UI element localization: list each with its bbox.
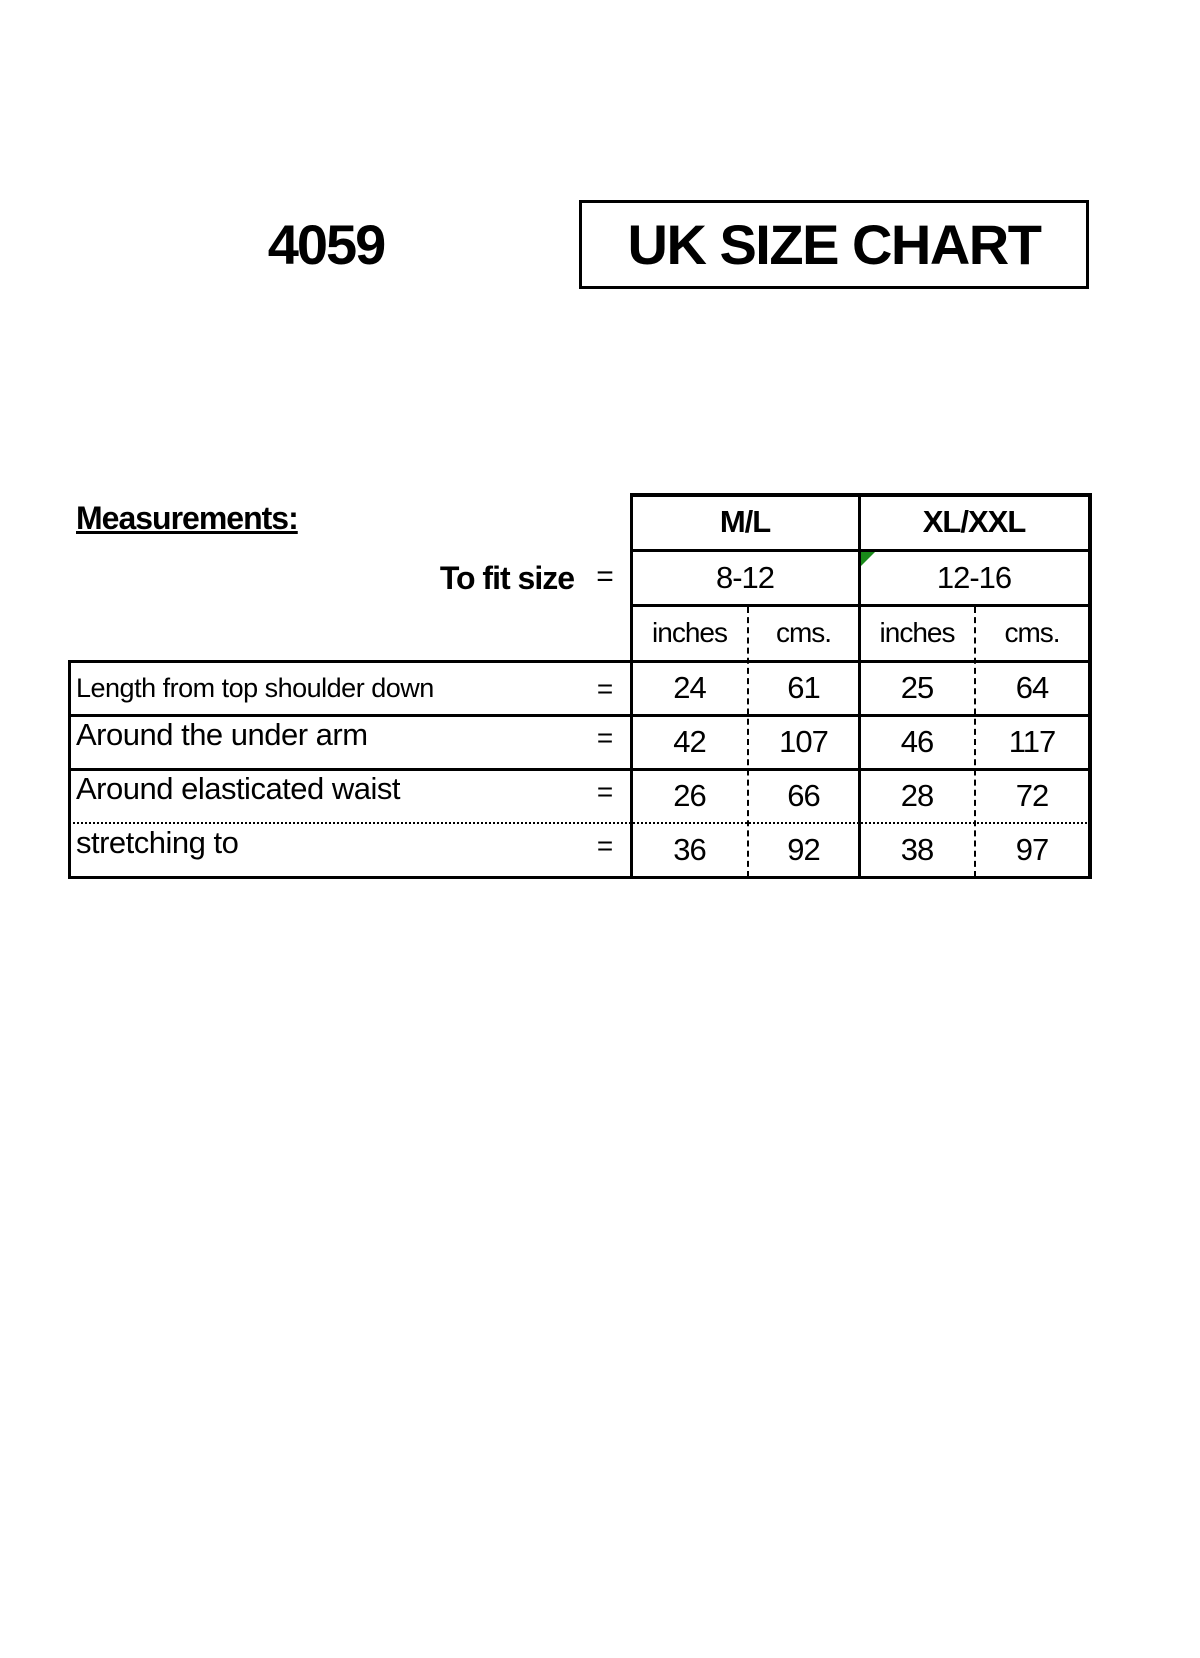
unit-inches-ml: inches [652,617,728,648]
row-label: Around elasticated waist [76,771,401,806]
fit-size-label: To fit size [439,560,575,596]
divider [68,822,1091,824]
cell: 72 [1015,778,1049,813]
divider [68,876,1091,879]
cell: 64 [1015,670,1049,705]
cell: 97 [1015,832,1049,867]
row-equals: = [596,673,614,704]
row-equals: = [596,830,614,861]
divider [1088,493,1092,879]
row-label: stretching to [76,825,239,860]
cell: 46 [900,724,934,759]
cell: 107 [779,724,829,759]
cell: 24 [673,670,706,705]
divider [630,493,633,879]
divider [68,768,1091,771]
size-header-ml: M/L [719,504,771,539]
row-label: Length from top shoulder down [76,672,434,703]
row-equals: = [596,776,614,807]
fit-equals: = [596,560,614,593]
divider [68,660,1091,663]
title-box: UK SIZE CHART [579,200,1089,289]
cell: 38 [900,832,934,867]
fit-value-xlxxl: 12-16 [936,559,1012,595]
product-code: 4059 [267,213,387,276]
cell: 61 [787,670,820,705]
size-header-xlxxl: XL/XXL [922,504,1027,539]
unit-inches-xl: inches [879,617,956,648]
divider [68,714,1091,717]
cell: 42 [673,724,706,759]
unit-cms-xl: cms. [1004,617,1060,648]
page-title: UK SIZE CHART [627,213,1042,276]
unit-cms-ml: cms. [775,617,832,648]
divider [974,607,976,877]
divider [858,493,861,879]
measurements-label: Measurements: [76,500,299,536]
divider [68,660,71,879]
comment-marker-icon [861,552,875,566]
cell: 26 [673,778,706,813]
row-label: Around the under arm [76,717,368,752]
fit-value-ml: 8-12 [715,559,775,595]
cell: 28 [900,778,934,813]
cell: 117 [1008,724,1056,759]
cell: 36 [673,832,706,867]
row-equals: = [596,722,614,753]
cell: 25 [900,670,934,705]
cell: 92 [787,832,820,867]
cell: 66 [787,778,820,813]
divider [747,607,749,877]
